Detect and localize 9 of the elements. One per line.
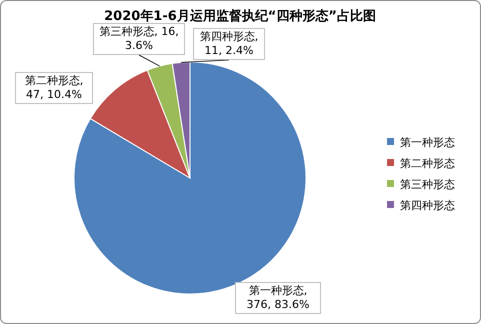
data-label: 第二种形态, 47, 10.4% <box>15 72 93 104</box>
legend-label: 第三种形态 <box>400 178 455 191</box>
data-label: 第四种形态, 11, 2.4% <box>193 28 265 60</box>
chart-title: 2020年1-6月运用监督执纪“四种形态”占比图 <box>104 8 376 24</box>
legend-label: 第二种形态 <box>400 157 455 170</box>
legend-label: 第一种形态 <box>400 136 455 149</box>
data-label: 第三种形态, 16, 3.6% <box>93 23 185 55</box>
legend-label: 第四种形态 <box>400 199 455 212</box>
data-label: 第一种形态, 376, 83.6% <box>235 282 321 314</box>
